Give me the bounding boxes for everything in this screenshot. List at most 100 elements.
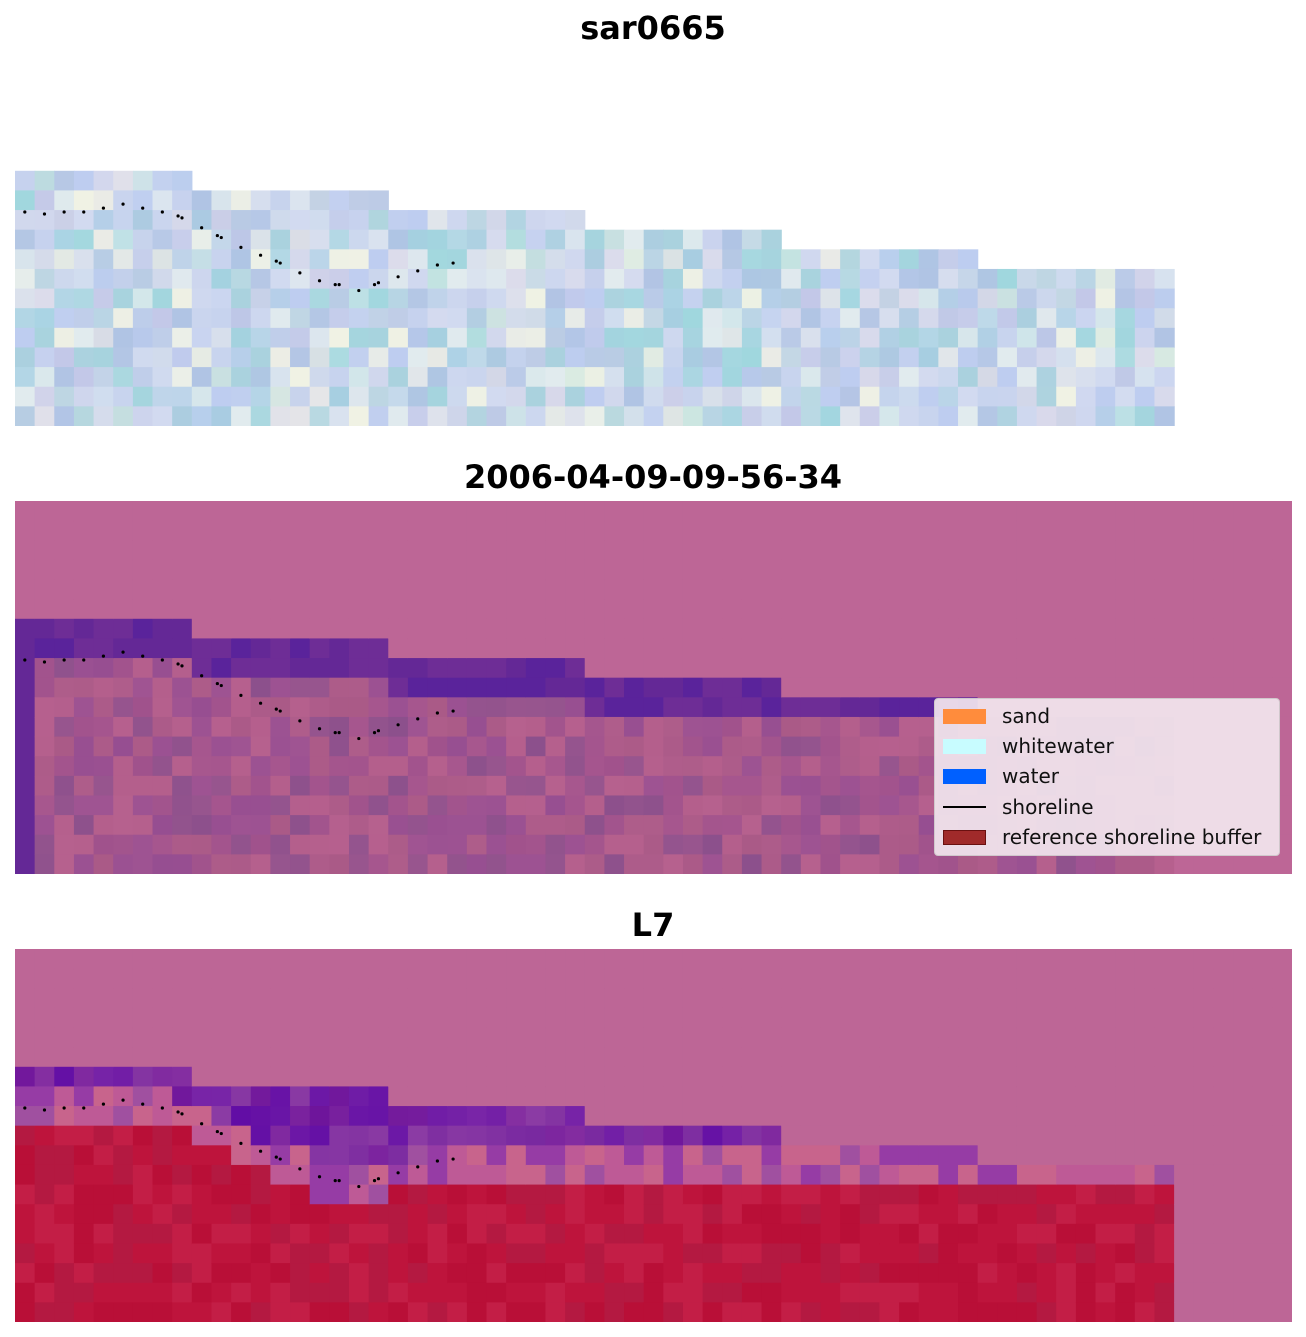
pixel-cell — [1075, 677, 1097, 698]
pixel-cell — [172, 968, 193, 989]
pixel-cell — [899, 775, 920, 797]
pixel-cell — [132, 658, 154, 679]
pixel-cell — [800, 1204, 822, 1225]
pixel-cell — [172, 1145, 193, 1166]
pixel-cell — [643, 520, 664, 541]
shoreline-point — [200, 226, 204, 230]
pixel-cell — [15, 249, 36, 270]
pixel-cell — [34, 677, 55, 698]
pixel-cell — [820, 834, 841, 855]
pixel-cell — [565, 579, 586, 600]
pixel-cell — [604, 1282, 625, 1303]
pixel-cell — [486, 249, 507, 270]
pixel-cell — [584, 1125, 605, 1146]
pixel-cell — [702, 968, 723, 989]
pixel-cell — [54, 249, 75, 270]
pixel-cell — [427, 501, 448, 522]
pixel-cell — [859, 756, 881, 777]
pixel-cell — [545, 1047, 566, 1068]
pixel-cell — [525, 210, 547, 231]
pixel-cell — [702, 1007, 723, 1029]
pixel-cell — [1075, 288, 1097, 309]
pixel-cell — [1193, 1223, 1215, 1245]
pixel-cell — [800, 775, 822, 797]
shoreline-point — [62, 658, 66, 662]
pixel-cell — [368, 736, 389, 757]
pixel-cell — [231, 1263, 252, 1284]
pixel-cell — [329, 854, 350, 874]
pixel-cell — [427, 1184, 448, 1205]
pixel-cell — [1233, 1263, 1254, 1284]
pixel-cell — [997, 1125, 1018, 1146]
pixel-cell — [348, 756, 370, 777]
pixel-cell — [132, 540, 154, 561]
pixel-cell — [800, 1125, 822, 1146]
pixel-cell — [270, 677, 291, 698]
pixel-cell — [800, 638, 822, 659]
pixel-cell — [1016, 1066, 1038, 1088]
pixel-cell — [1056, 1184, 1077, 1205]
pixel-cell — [132, 229, 154, 250]
pixel-cell — [840, 540, 861, 561]
pixel-cell — [427, 677, 448, 698]
pixel-cell — [1056, 638, 1077, 659]
shoreline-point — [372, 283, 377, 287]
pixel-cell — [290, 1282, 311, 1303]
pixel-cell — [565, 367, 586, 388]
pixel-cell — [800, 288, 822, 309]
pixel-cell — [1075, 501, 1097, 522]
pixel-cell — [545, 210, 566, 231]
pixel-cell — [1252, 658, 1273, 679]
pixel-cell — [1075, 968, 1097, 989]
shoreline-point — [101, 654, 106, 658]
pixel-cell — [918, 327, 939, 349]
pixel-cell — [545, 1007, 566, 1029]
pixel-cell — [211, 658, 232, 679]
pixel-cell — [191, 1204, 213, 1225]
pixel-cell — [663, 288, 684, 309]
pixel-cell — [604, 795, 625, 816]
pixel-cell — [584, 1066, 605, 1088]
pixel-cell — [93, 190, 114, 211]
pixel-cell — [1075, 1106, 1097, 1127]
pixel-cell — [447, 1282, 468, 1303]
pixel-cell — [1056, 1066, 1077, 1088]
pixel-cell — [525, 716, 547, 738]
pixel-cell — [584, 834, 605, 855]
pixel-cell — [152, 367, 173, 388]
pixel-cell — [879, 406, 900, 426]
pixel-cell — [1016, 520, 1038, 541]
pixel-cell — [93, 599, 114, 620]
pixel-cell — [1134, 406, 1156, 426]
pixel-cell — [191, 268, 213, 290]
pixel-cell — [1252, 1047, 1273, 1068]
pixel-cell — [781, 697, 802, 718]
pixel-cell — [1193, 1204, 1215, 1225]
pixel-cell — [899, 795, 920, 816]
pixel-cell — [270, 1106, 291, 1127]
pixel-cell — [565, 1047, 586, 1068]
pixel-cell — [486, 1066, 507, 1088]
pixel-cell — [290, 618, 311, 640]
pixel-cell — [820, 501, 841, 522]
pixel-cell — [270, 1066, 291, 1088]
pixel-cell — [977, 1027, 998, 1048]
pixel-cell — [466, 347, 488, 368]
pixel-cell — [722, 1047, 743, 1068]
pixel-cell — [290, 190, 311, 211]
pixel-cell — [15, 716, 36, 738]
pixel-cell — [447, 1145, 468, 1166]
pixel-cell — [466, 1164, 488, 1186]
pixel-cell — [918, 308, 939, 329]
pixel-cell — [1095, 1027, 1116, 1048]
pixel-cell — [584, 268, 605, 290]
pixel-cell — [388, 327, 409, 349]
pixel-cell — [918, 988, 939, 1009]
pixel-cell — [113, 968, 134, 989]
pixel-cell — [977, 1125, 998, 1146]
pixel-cell — [800, 1282, 822, 1303]
pixel-cell — [368, 268, 389, 290]
pixel-cell — [427, 347, 448, 368]
pixel-cell — [820, 775, 841, 797]
pixel-cell — [761, 1302, 782, 1322]
